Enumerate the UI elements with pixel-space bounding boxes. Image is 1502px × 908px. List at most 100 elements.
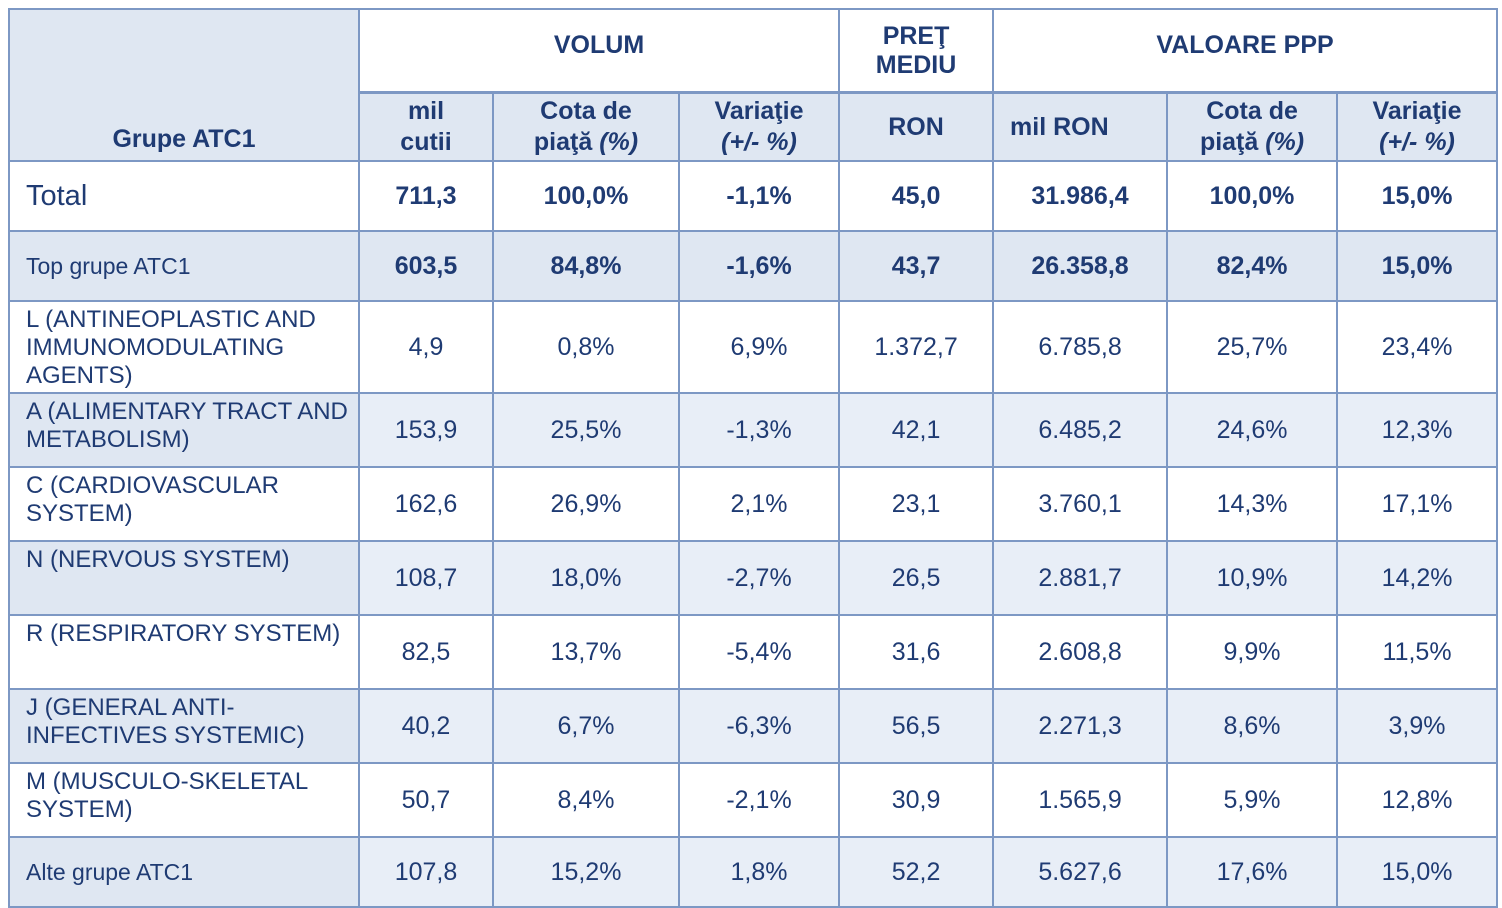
cell-cota-valoare: 100,0% <box>1166 160 1339 232</box>
atc-groups-table: Grupe ATC1 VOLUM PREŢ MEDIU VALOARE PPP m… <box>8 8 1499 908</box>
cell-cota-valoare: 17,6% <box>1166 836 1339 908</box>
ron-header: RON <box>838 91 995 162</box>
mil-ron-header: mil RON <box>992 91 1169 162</box>
cell-ron: 45,0 <box>838 160 995 232</box>
cota-volum-header: Cota de piaţă (%) <box>492 91 680 162</box>
cell-variatie-volum: -1,6% <box>677 230 841 302</box>
cell-mil-ron: 2.608,8 <box>992 614 1169 690</box>
header-row-sub: mil cutii Cota de piaţă (%) Variaţie (+/- %… <box>9 91 1499 162</box>
cell-ron: 1.372,7 <box>838 300 995 394</box>
variatie-volum-header: Variaţie (+/- %) <box>677 91 841 162</box>
cell-ron: 31,6 <box>838 614 995 690</box>
cell-mil-cutii: 108,7 <box>358 540 494 616</box>
cell-mil-ron: 2.881,7 <box>992 540 1169 616</box>
cell-mil-cutii: 4,9 <box>358 300 494 394</box>
header-row-top: Grupe ATC1 VOLUM PREŢ MEDIU VALOARE PPP <box>8 8 1499 162</box>
cell-cota-volum: 100,0% <box>492 160 680 232</box>
cell-mil-ron: 5.627,6 <box>992 836 1169 908</box>
cell-mil-cutii: 603,5 <box>358 230 494 302</box>
group-column-header: Grupe ATC1 <box>8 8 360 162</box>
cell-ron: 56,5 <box>838 688 995 764</box>
row-name: A (ALIMENTARY TRACT AND METABOLISM) <box>8 392 360 468</box>
cell-cota-volum: 13,7% <box>492 614 680 690</box>
cell-cota-volum: 84,8% <box>492 230 680 302</box>
cell-cota-volum: 0,8% <box>492 300 680 394</box>
cell-ron: 42,1 <box>838 392 995 468</box>
row-name: C (CARDIOVASCULAR SYSTEM) <box>8 466 360 542</box>
cell-mil-ron: 26.358,8 <box>992 230 1169 302</box>
table-row-top-grupe: Top grupe ATC1 603,5 84,8% -1,6% 43,7 26… <box>8 230 1499 302</box>
cell-cota-valoare: 14,3% <box>1166 466 1339 542</box>
pret-mediu-header: PREŢ MEDIU <box>838 8 995 94</box>
cell-mil-cutii: 40,2 <box>358 688 494 764</box>
table-row: A (ALIMENTARY TRACT AND METABOLISM) 153,… <box>8 392 1499 468</box>
cell-mil-cutii: 162,6 <box>358 466 494 542</box>
cell-cota-volum: 6,7% <box>492 688 680 764</box>
table-row: N (NERVOUS SYSTEM) 108,7 18,0% -2,7% 26,… <box>8 540 1499 616</box>
cell-variatie-volum: 6,9% <box>677 300 841 394</box>
cell-mil-cutii: 107,8 <box>358 836 494 908</box>
cell-ron: 52,2 <box>838 836 995 908</box>
row-name: R (RESPIRATORY SYSTEM) <box>8 614 360 690</box>
cell-variatie-volum: -1,1% <box>677 160 841 232</box>
cell-variatie-volum: -1,3% <box>677 392 841 468</box>
cell-mil-ron: 3.760,1 <box>992 466 1169 542</box>
table-row-alte-grupe: Alte grupe ATC1 107,8 15,2% 1,8% 52,2 5.… <box>8 836 1499 908</box>
cell-variatie-volum: -6,3% <box>677 688 841 764</box>
cell-variatie-valoare: 15,0% <box>1336 836 1499 908</box>
cell-cota-volum: 15,2% <box>492 836 680 908</box>
cell-variatie-valoare: 15,0% <box>1336 160 1499 232</box>
cell-cota-volum: 25,5% <box>492 392 680 468</box>
cell-cota-valoare: 5,9% <box>1166 762 1339 838</box>
cell-ron: 43,7 <box>838 230 995 302</box>
cell-cota-valoare: 9,9% <box>1166 614 1339 690</box>
cell-mil-ron: 1.565,9 <box>992 762 1169 838</box>
cell-ron: 30,9 <box>838 762 995 838</box>
cell-variatie-valoare: 23,4% <box>1336 300 1499 394</box>
row-name: N (NERVOUS SYSTEM) <box>8 540 360 616</box>
valoare-ppp-header: VALOARE PPP <box>992 8 1499 94</box>
cell-variatie-valoare: 17,1% <box>1336 466 1499 542</box>
cell-mil-cutii: 50,7 <box>358 762 494 838</box>
row-name: L (ANTINEOPLASTIC AND IMMUNOMODULATING A… <box>8 300 360 394</box>
cell-variatie-valoare: 12,3% <box>1336 392 1499 468</box>
row-name: M (MUSCULO-SKELETAL SYSTEM) <box>8 762 360 838</box>
cell-variatie-volum: -2,7% <box>677 540 841 616</box>
cell-variatie-volum: 1,8% <box>677 836 841 908</box>
variatie-valoare-header: Variaţie (+/- %) <box>1336 91 1499 162</box>
cell-cota-valoare: 82,4% <box>1166 230 1339 302</box>
cell-variatie-valoare: 3,9% <box>1336 688 1499 764</box>
row-name: Top grupe ATC1 <box>8 230 360 302</box>
cell-variatie-valoare: 14,2% <box>1336 540 1499 616</box>
cell-variatie-volum: -5,4% <box>677 614 841 690</box>
cell-mil-cutii: 153,9 <box>358 392 494 468</box>
row-name: J (GENERAL ANTI-INFECTIVES SYSTEMIC) <box>8 688 360 764</box>
table-row: M (MUSCULO-SKELETAL SYSTEM) 50,7 8,4% -2… <box>8 762 1499 838</box>
cota-valoare-header: Cota de piaţă (%) <box>1166 91 1339 162</box>
row-name: Total <box>8 160 360 232</box>
cell-cota-valoare: 8,6% <box>1166 688 1339 764</box>
cell-cota-volum: 18,0% <box>492 540 680 616</box>
cell-variatie-volum: 2,1% <box>677 466 841 542</box>
cell-ron: 23,1 <box>838 466 995 542</box>
cell-variatie-valoare: 15,0% <box>1336 230 1499 302</box>
cell-cota-volum: 8,4% <box>492 762 680 838</box>
cell-mil-ron: 6.485,2 <box>992 392 1169 468</box>
cell-variatie-valoare: 12,8% <box>1336 762 1499 838</box>
cell-mil-ron: 31.986,4 <box>992 160 1169 232</box>
cell-ron: 26,5 <box>838 540 995 616</box>
volum-header: VOLUM <box>357 8 841 94</box>
cell-mil-ron: 6.785,8 <box>992 300 1169 394</box>
cell-mil-cutii: 711,3 <box>358 160 494 232</box>
table-row: J (GENERAL ANTI-INFECTIVES SYSTEMIC) 40,… <box>8 688 1499 764</box>
table-row: L (ANTINEOPLASTIC AND IMMUNOMODULATING A… <box>8 300 1499 394</box>
table-row-total: Total 711,3 100,0% -1,1% 45,0 31.986,4 1… <box>8 160 1499 232</box>
cell-mil-ron: 2.271,3 <box>992 688 1169 764</box>
cell-variatie-valoare: 11,5% <box>1336 614 1499 690</box>
cell-cota-valoare: 25,7% <box>1166 300 1339 394</box>
atc-table-wrapper: Grupe ATC1 VOLUM PREŢ MEDIU VALOARE PPP m… <box>8 8 1499 908</box>
cell-variatie-volum: -2,1% <box>677 762 841 838</box>
table-row: C (CARDIOVASCULAR SYSTEM) 162,6 26,9% 2,… <box>8 466 1499 542</box>
cell-mil-cutii: 82,5 <box>358 614 494 690</box>
cell-cota-volum: 26,9% <box>492 466 680 542</box>
